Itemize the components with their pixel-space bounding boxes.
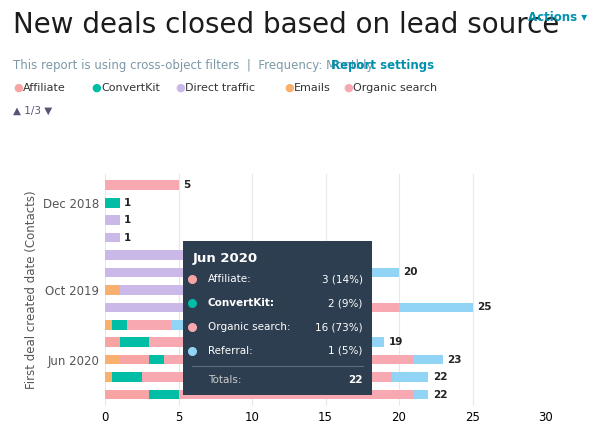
Bar [149, 390, 179, 399]
Text: 22: 22 [433, 372, 448, 382]
Text: 6: 6 [197, 320, 205, 330]
Text: 20: 20 [403, 268, 418, 277]
Bar [238, 268, 340, 277]
Text: Totals:: Totals: [208, 375, 241, 385]
Text: 22: 22 [348, 375, 362, 385]
Bar [238, 250, 252, 260]
Text: ConvertKit: ConvertKit [101, 83, 160, 92]
Bar [120, 285, 193, 295]
Text: 19: 19 [389, 337, 403, 347]
Y-axis label: First deal created date (Contacts): First deal created date (Contacts) [25, 190, 38, 389]
Bar [105, 338, 120, 347]
Text: 16 (73%): 16 (73%) [315, 322, 362, 332]
Bar [105, 302, 223, 312]
Bar [112, 372, 142, 382]
Bar [355, 338, 384, 347]
Bar [223, 302, 399, 312]
Bar [105, 372, 112, 382]
Bar [193, 285, 296, 295]
Bar [105, 268, 238, 277]
Text: Report settings: Report settings [331, 59, 434, 72]
Bar [340, 268, 370, 277]
Text: ●: ● [91, 83, 101, 92]
Bar [149, 338, 355, 347]
Text: Organic search:: Organic search: [208, 322, 290, 332]
Bar [179, 390, 414, 399]
Text: 22: 22 [433, 389, 448, 400]
Bar [259, 250, 267, 260]
Text: Direct traffic: Direct traffic [185, 83, 255, 92]
Bar [164, 355, 414, 364]
Bar [127, 320, 171, 330]
Text: This report is using cross-object filters  |  Frequency: Monthly: This report is using cross-object filter… [13, 59, 374, 72]
Bar [105, 285, 120, 295]
Text: ●: ● [13, 83, 23, 92]
Bar [414, 390, 428, 399]
Text: Jun 2020: Jun 2020 [193, 252, 257, 264]
Bar [296, 285, 311, 295]
Bar [142, 372, 392, 382]
Text: 11: 11 [271, 250, 286, 260]
Bar [399, 302, 473, 312]
Bar [311, 285, 325, 295]
Bar [414, 355, 443, 364]
Text: Referral:: Referral: [208, 346, 253, 356]
Text: Emails: Emails [295, 83, 331, 92]
Bar [193, 250, 238, 260]
Text: ●: ● [284, 83, 294, 92]
Text: Affiliate:: Affiliate: [208, 274, 251, 284]
Bar [392, 372, 428, 382]
Bar [105, 390, 149, 399]
Text: 1 (5%): 1 (5%) [328, 346, 362, 356]
Bar [105, 233, 120, 242]
Bar [120, 355, 149, 364]
Text: 15: 15 [330, 285, 344, 295]
Bar [105, 198, 120, 207]
Text: Actions ▾: Actions ▾ [527, 11, 587, 24]
Text: Organic search: Organic search [353, 83, 437, 92]
Text: 5: 5 [183, 180, 190, 190]
Text: 2 (9%): 2 (9%) [328, 298, 362, 308]
Text: ConvertKit:: ConvertKit: [208, 298, 275, 308]
Bar [105, 215, 120, 225]
Bar [149, 355, 164, 364]
Bar [105, 250, 193, 260]
Text: 3 (14%): 3 (14%) [322, 274, 362, 284]
Text: 1: 1 [124, 215, 131, 225]
Bar [171, 320, 193, 330]
Text: 23: 23 [448, 355, 462, 365]
Bar [252, 250, 259, 260]
Text: New deals closed based on lead source: New deals closed based on lead source [13, 11, 560, 39]
Bar [370, 268, 399, 277]
Text: ▲ 1/3 ▼: ▲ 1/3 ▼ [13, 106, 52, 116]
Text: 1: 1 [124, 232, 131, 243]
Text: 1: 1 [124, 198, 131, 208]
Bar [105, 181, 179, 190]
Bar [105, 320, 112, 330]
Bar [112, 320, 127, 330]
Text: ●: ● [175, 83, 185, 92]
Bar [105, 355, 120, 364]
Text: ●: ● [343, 83, 353, 92]
Bar [120, 338, 149, 347]
Text: Affiliate: Affiliate [23, 83, 66, 92]
Text: 25: 25 [477, 302, 491, 312]
